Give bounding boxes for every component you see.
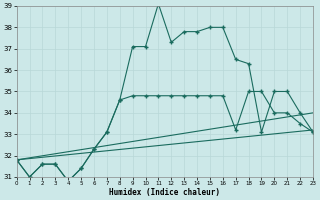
X-axis label: Humidex (Indice chaleur): Humidex (Indice chaleur): [109, 188, 220, 197]
